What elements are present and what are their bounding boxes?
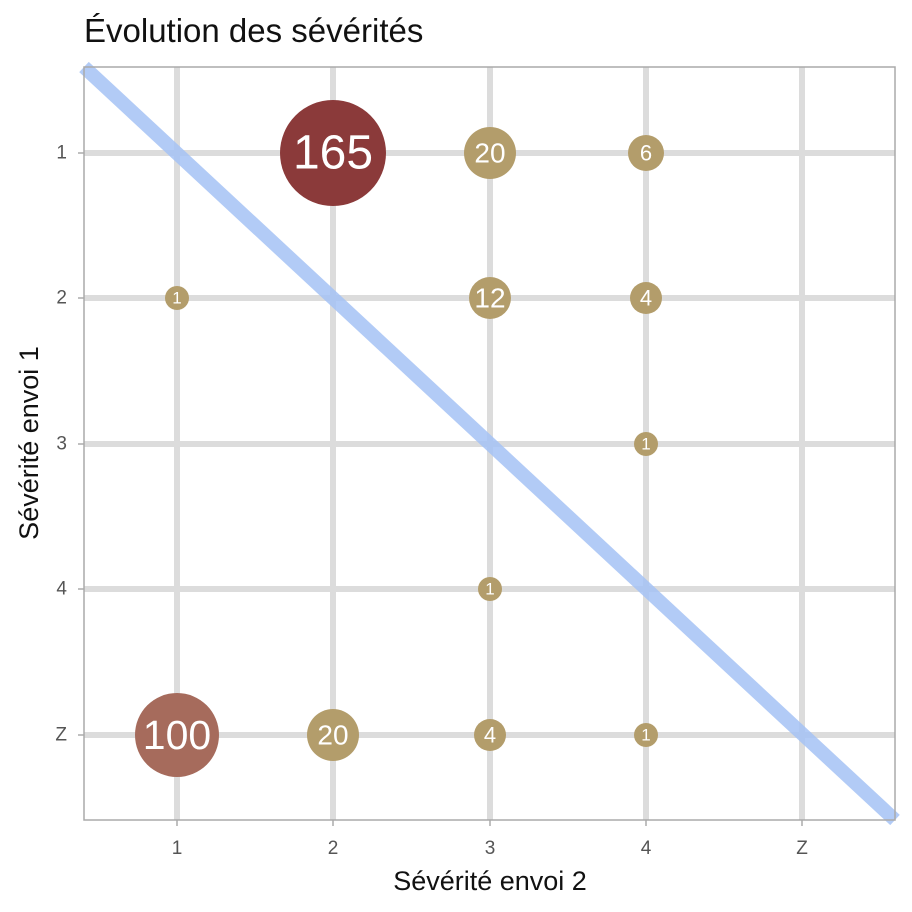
bubble-4-2 [630, 282, 662, 314]
x-tick-label-Z: Z [796, 838, 808, 859]
bubble-label-2-1: 165 [293, 127, 373, 180]
y-tick-label-4: 4 [56, 579, 67, 600]
bubble-label-1-2: 1 [172, 289, 181, 308]
bubble-3-1 [464, 127, 516, 179]
y-axis-ticks: 1 2 3 4 Z [55, 143, 84, 746]
x-tick-label-3: 3 [485, 838, 496, 859]
bubble-2-1 [280, 100, 386, 206]
y-tick-label-Z: Z [55, 725, 67, 746]
bubble-4-1 [628, 135, 664, 171]
y-axis-title: Sévérité envoi 1 [14, 346, 44, 540]
chart-title: Évolution des sévérités [84, 12, 423, 49]
bubble-1-Z [135, 693, 219, 777]
bubble-3-4 [478, 577, 502, 601]
bubble-label-2-Z: 20 [317, 720, 348, 751]
bubble-1-2 [165, 286, 189, 310]
bubble-label-3-2: 12 [474, 283, 505, 314]
bubble-label-1-Z: 100 [143, 712, 211, 758]
diagonal-reference-line [79, 61, 900, 826]
x-tick-label-2: 2 [328, 838, 339, 859]
y-tick-label-2: 2 [56, 288, 67, 309]
bubble-label-4-Z: 1 [641, 726, 650, 745]
bubble-label-4-3: 1 [641, 435, 650, 454]
diagonal-line [79, 61, 900, 826]
x-axis-title: Sévérité envoi 2 [393, 866, 587, 896]
bubble-4-3 [634, 432, 658, 456]
x-tick-label-4: 4 [641, 838, 652, 859]
x-tick-label-1: 1 [172, 838, 183, 859]
x-axis-ticks: 1 2 3 4 Z [172, 820, 808, 859]
bubble-2-Z [307, 709, 359, 761]
bubble-marks: 165 20 6 1 12 4 1 1 100 20 4 1 [135, 100, 664, 777]
bubble-3-Z [474, 719, 506, 751]
bubble-label-3-4: 1 [485, 580, 494, 599]
bubble-4-Z [634, 723, 658, 747]
bubble-3-2 [469, 277, 511, 319]
bubble-label-4-2: 4 [640, 286, 652, 311]
bubble-label-4-1: 6 [640, 141, 652, 166]
bubble-label-3-1: 20 [474, 138, 505, 169]
bubble-label-3-Z: 4 [484, 723, 496, 748]
y-tick-label-3: 3 [56, 434, 67, 455]
y-tick-label-1: 1 [56, 143, 67, 164]
